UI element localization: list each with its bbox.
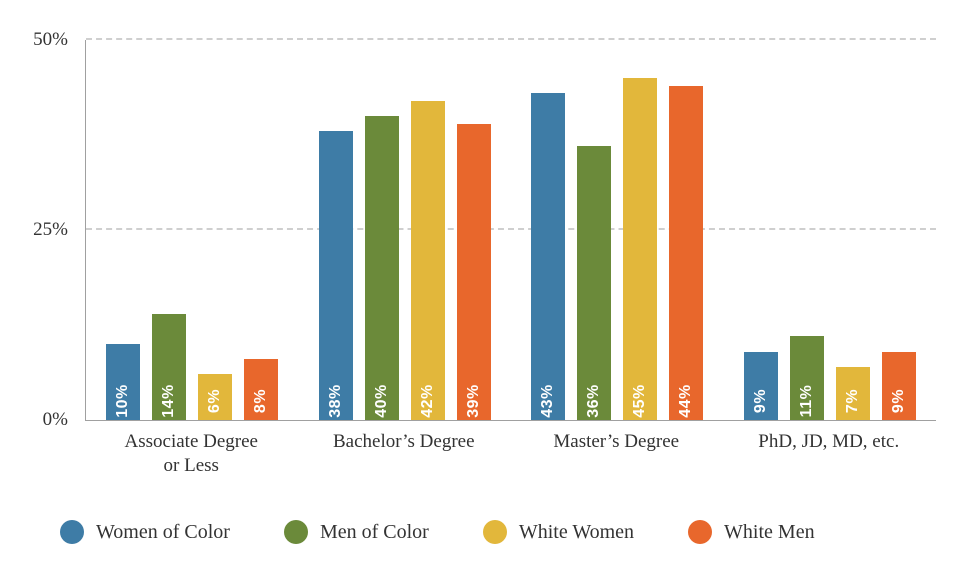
y-tick-label: 50% xyxy=(33,29,68,51)
bar: 39% xyxy=(457,124,491,420)
bar-value-label: 43% xyxy=(539,384,557,418)
bar: 9% xyxy=(744,352,778,420)
category-label: Master’s Degree xyxy=(516,430,716,454)
legend-swatch xyxy=(60,520,84,544)
category-label: PhD, JD, MD, etc. xyxy=(729,430,929,454)
bar-value-label: 14% xyxy=(160,384,178,418)
bar: 9% xyxy=(882,352,916,420)
bar: 43% xyxy=(531,93,565,420)
legend-label: White Women xyxy=(519,521,634,544)
y-tick-label: 25% xyxy=(33,219,68,241)
legend-swatch xyxy=(483,520,507,544)
bar-value-label: 10% xyxy=(114,384,132,418)
bar: 40% xyxy=(365,116,399,420)
legend-item: Men of Color xyxy=(284,520,429,544)
bar-value-label: 8% xyxy=(252,389,270,413)
bar-value-label: 11% xyxy=(798,385,816,418)
legend-label: White Men xyxy=(724,521,815,544)
bar-group: 38% 40% 42% 39% xyxy=(319,40,491,420)
bar: 6% xyxy=(198,374,232,420)
legend-item: Women of Color xyxy=(60,520,230,544)
legend-item: White Women xyxy=(483,520,634,544)
plot-area: 10% 14% 6% 8% 38% 40% 42% 39% 43% 36% 45% 44% 9% 11% 7… xyxy=(85,40,936,421)
bar-value-label: 45% xyxy=(631,384,649,418)
bar-value-label: 36% xyxy=(585,384,603,418)
legend-label: Women of Color xyxy=(96,521,230,544)
bar: 7% xyxy=(836,367,870,420)
bar: 42% xyxy=(411,101,445,420)
legend-item: White Men xyxy=(688,520,815,544)
bar-value-label: 44% xyxy=(677,384,695,418)
category-label: Associate Degreeor Less xyxy=(91,430,291,478)
bar-value-label: 39% xyxy=(465,384,483,418)
bar-value-label: 40% xyxy=(373,384,391,418)
bar-value-label: 38% xyxy=(327,384,345,418)
bar-group: 43% 36% 45% 44% xyxy=(531,40,703,420)
bar-value-label: 9% xyxy=(890,389,908,413)
bar: 44% xyxy=(669,86,703,420)
bar: 14% xyxy=(152,314,186,420)
category-label: Bachelor’s Degree xyxy=(304,430,504,454)
bar-group: 10% 14% 6% 8% xyxy=(106,40,278,420)
legend: Women of Color Men of Color White Women Whi… xyxy=(60,520,930,544)
bar-value-label: 9% xyxy=(752,389,770,413)
bar-value-label: 42% xyxy=(419,384,437,418)
y-tick-label: 0% xyxy=(43,409,68,431)
x-axis-labels: Associate Degreeor Less Bachelor’s Degree… xyxy=(85,430,935,490)
bar-group: 9% 11% 7% 9% xyxy=(744,40,916,420)
bar-value-label: 6% xyxy=(206,389,224,413)
bar-value-label: 7% xyxy=(844,389,862,413)
legend-swatch xyxy=(284,520,308,544)
bar: 36% xyxy=(577,146,611,420)
bar: 8% xyxy=(244,359,278,420)
bar: 45% xyxy=(623,78,657,420)
legend-label: Men of Color xyxy=(320,521,429,544)
bar: 38% xyxy=(319,131,353,420)
bar: 11% xyxy=(790,336,824,420)
bar: 10% xyxy=(106,344,140,420)
legend-swatch xyxy=(688,520,712,544)
bar-chart: 0% 25% 50% 10% 14% 6% 8% 38% 40% 42% 39% 43% 36% 45%… xyxy=(0,0,959,578)
